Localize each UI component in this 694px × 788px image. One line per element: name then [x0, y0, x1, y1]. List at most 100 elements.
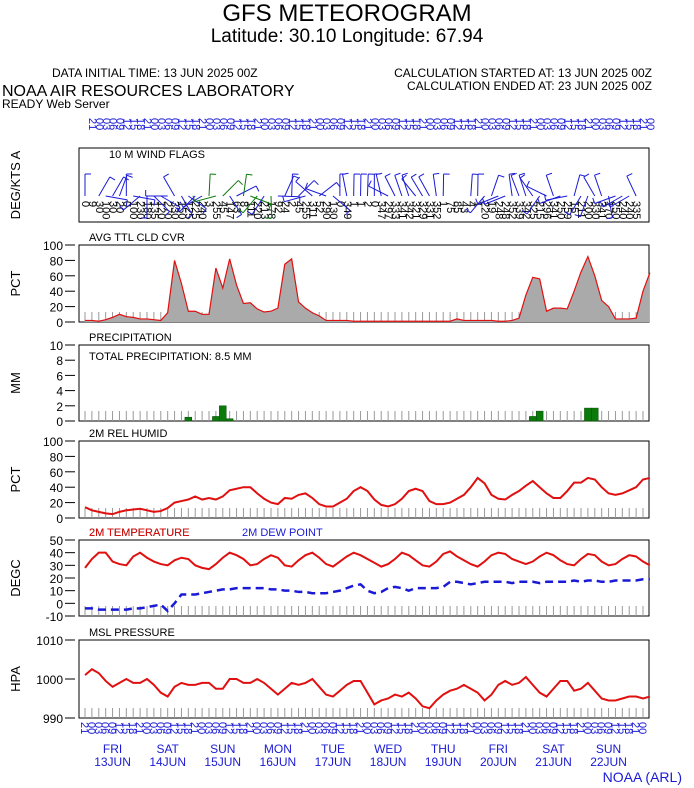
- wind-barb: [133, 195, 155, 201]
- wind-barb: [242, 195, 258, 214]
- panel-frame: [78, 147, 650, 223]
- wind-barb: [332, 195, 351, 211]
- day-of-week-label: SUN: [210, 742, 235, 756]
- hour-label-top: 12: [120, 118, 132, 130]
- hour-label-bottom: 21: [519, 722, 531, 734]
- panel-title: 2M REL HUMID: [89, 428, 167, 440]
- hour-label-bottom: 12: [223, 722, 235, 734]
- hour-label-top: 09: [224, 118, 236, 130]
- wind-barb-flag: [237, 180, 243, 186]
- y-tick-label: 20: [50, 497, 64, 511]
- hour-label-bottom: 06: [209, 722, 221, 734]
- wind-barb-flag: [599, 201, 604, 208]
- hour-label-bottom: 03: [588, 722, 600, 734]
- wind-direction-label: 248: [492, 201, 504, 219]
- wind-barb-flag: [119, 205, 124, 211]
- panel-title: 10 M WIND FLAGS: [109, 149, 205, 161]
- hour-label-top: 06: [217, 118, 229, 130]
- wind-barb-flag: [164, 211, 170, 217]
- hour-label-top: 21: [362, 118, 374, 130]
- hour-label-top: 00: [589, 118, 601, 130]
- wind-direction-label: 45: [293, 201, 305, 213]
- server-name: READY Web Server: [2, 97, 110, 111]
- wind-barb: [105, 195, 128, 201]
- wind-direction-label: 220: [479, 201, 491, 219]
- hour-label-bottom: 21: [354, 722, 366, 734]
- panel-frame: [78, 344, 650, 422]
- wind-barb: [229, 195, 243, 215]
- hour-label-top: 12: [561, 118, 573, 130]
- hour-label-top: 21: [527, 118, 539, 130]
- wind-barb-flag: [465, 208, 471, 214]
- wind-barb: [284, 195, 306, 203]
- y-tick-label: 0: [56, 512, 63, 526]
- wind-direction-label: 111: [244, 201, 256, 218]
- dew-point-legend: 2M DEW POINT: [242, 527, 323, 539]
- hour-label-top: 21: [637, 118, 649, 130]
- panel-frame: [78, 539, 650, 617]
- hour-label-top: 21: [417, 118, 429, 130]
- wind-direction-label: 255: [299, 201, 311, 219]
- hour-label-top: 03: [486, 118, 498, 130]
- y-tick-label: -10: [46, 610, 64, 624]
- hour-label-bottom: 03: [147, 722, 159, 734]
- hour-label-bottom: 15: [285, 722, 297, 734]
- calculation-started: CALCULATION STARTED AT: 13 JUN 2025 00Z: [394, 66, 652, 80]
- date-label: 16JUN: [260, 755, 297, 769]
- wind-barb: [298, 180, 315, 197]
- wind-direction-label: 329: [417, 201, 429, 219]
- hour-label-bottom: 03: [312, 722, 324, 734]
- hour-label-top: 12: [396, 118, 408, 130]
- hour-label-top: 18: [189, 118, 201, 130]
- hour-label-bottom: 00: [195, 722, 207, 734]
- hour-label-bottom: 00: [250, 722, 262, 734]
- wind-barb-flag: [394, 172, 401, 176]
- hour-label-top: 12: [506, 118, 518, 130]
- wind-barb-flag: [526, 180, 530, 187]
- hour-label-bottom: 03: [367, 722, 379, 734]
- wind-direction-label: 352: [506, 201, 518, 219]
- wind-barb: [291, 173, 293, 197]
- hour-label-bottom: 18: [126, 722, 138, 734]
- hour-label-bottom: 15: [174, 722, 186, 734]
- hour-label-top: 15: [348, 118, 360, 130]
- hour-label-top: 15: [458, 118, 470, 130]
- wind-barb-flag: [564, 211, 570, 216]
- hour-label-top: 21: [306, 118, 318, 130]
- hour-label-top: 06: [548, 118, 560, 130]
- wind-direction-label: 311: [306, 201, 318, 219]
- hour-label-bottom: 12: [333, 722, 345, 734]
- wind-barb: [526, 185, 547, 197]
- wind-barb: [208, 174, 211, 197]
- wind-barb: [490, 175, 500, 197]
- wind-direction-label: 335: [630, 201, 642, 219]
- wind-barb-flag: [384, 173, 391, 177]
- wind-direction-label: 342: [520, 201, 532, 219]
- wind-barb: [153, 195, 170, 212]
- day-of-week-label: FRI: [489, 742, 508, 756]
- wind-barb: [342, 174, 348, 197]
- wind-direction-label: 347: [375, 201, 387, 219]
- wind-barb: [160, 195, 181, 208]
- hour-label-top: 06: [437, 118, 449, 130]
- wind-barb: [242, 174, 248, 197]
- wind-barb-flag: [304, 182, 308, 189]
- wind-barb-flag: [126, 174, 133, 178]
- hour-label-bottom: 09: [436, 722, 448, 734]
- hour-label-top: 15: [127, 118, 139, 130]
- hour-label-bottom: 12: [553, 722, 565, 734]
- hour-label-bottom: 06: [99, 722, 111, 734]
- wind-direction-label: 240: [196, 201, 208, 219]
- wind-barb: [573, 174, 581, 197]
- precip-bar: [535, 410, 544, 422]
- hour-label-top: 18: [355, 118, 367, 130]
- y-tick-label: 2: [56, 400, 63, 414]
- panel-title: 2M TEMPERATURE: [89, 527, 189, 539]
- y-tick-label: 80: [50, 450, 64, 464]
- wind-barb-flag: [574, 214, 581, 218]
- wind-direction-label: 4: [465, 201, 477, 207]
- wind-barb-flag: [163, 173, 170, 178]
- hour-label-bottom: 21: [133, 722, 145, 734]
- wind-barb-flag: [475, 198, 479, 205]
- location-subtitle: Latitude: 30.10 Longitude: 67.94: [210, 26, 484, 47]
